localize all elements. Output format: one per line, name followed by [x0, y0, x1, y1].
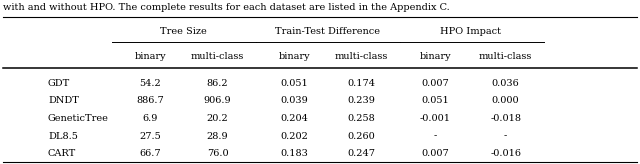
- Text: 0.202: 0.202: [280, 132, 308, 141]
- Text: 0.036: 0.036: [492, 79, 520, 88]
- Text: -0.001: -0.001: [420, 114, 451, 123]
- Text: 66.7: 66.7: [140, 149, 161, 158]
- Text: multi-class: multi-class: [191, 52, 244, 61]
- Text: 0.247: 0.247: [348, 149, 376, 158]
- Text: 6.9: 6.9: [143, 114, 158, 123]
- Text: 0.007: 0.007: [421, 79, 449, 88]
- Text: -: -: [433, 132, 437, 141]
- Text: 906.9: 906.9: [204, 96, 232, 105]
- Text: DNDT: DNDT: [48, 96, 79, 105]
- Text: 76.0: 76.0: [207, 149, 228, 158]
- Text: -: -: [504, 132, 508, 141]
- Text: 28.9: 28.9: [207, 132, 228, 141]
- Text: 886.7: 886.7: [136, 96, 164, 105]
- Text: 27.5: 27.5: [140, 132, 161, 141]
- Text: binary: binary: [278, 52, 310, 61]
- Text: multi-class: multi-class: [479, 52, 532, 61]
- Text: 0.051: 0.051: [421, 96, 449, 105]
- Text: with and without HPO. The complete results for each dataset are listed in the Ap: with and without HPO. The complete resul…: [3, 3, 450, 12]
- Text: 0.051: 0.051: [280, 79, 308, 88]
- Text: HPO Impact: HPO Impact: [440, 27, 501, 36]
- Text: 0.260: 0.260: [348, 132, 376, 141]
- Text: multi-class: multi-class: [335, 52, 388, 61]
- Text: GDT: GDT: [48, 79, 70, 88]
- Text: 0.174: 0.174: [348, 79, 376, 88]
- Text: 0.007: 0.007: [421, 149, 449, 158]
- Text: 0.000: 0.000: [492, 96, 520, 105]
- Text: 54.2: 54.2: [140, 79, 161, 88]
- Text: 86.2: 86.2: [207, 79, 228, 88]
- Text: 20.2: 20.2: [207, 114, 228, 123]
- Text: 0.183: 0.183: [280, 149, 308, 158]
- Text: binary: binary: [134, 52, 166, 61]
- Text: -0.018: -0.018: [490, 114, 521, 123]
- Text: 0.204: 0.204: [280, 114, 308, 123]
- Text: GeneticTree: GeneticTree: [48, 114, 109, 123]
- Text: Tree Size: Tree Size: [160, 27, 207, 36]
- Text: 0.239: 0.239: [348, 96, 376, 105]
- Text: Train-Test Difference: Train-Test Difference: [275, 27, 380, 36]
- Text: CART: CART: [48, 149, 76, 158]
- Text: DL8.5: DL8.5: [48, 132, 78, 141]
- Text: -0.016: -0.016: [490, 149, 521, 158]
- Text: binary: binary: [419, 52, 451, 61]
- Text: 0.039: 0.039: [280, 96, 308, 105]
- Text: 0.258: 0.258: [348, 114, 376, 123]
